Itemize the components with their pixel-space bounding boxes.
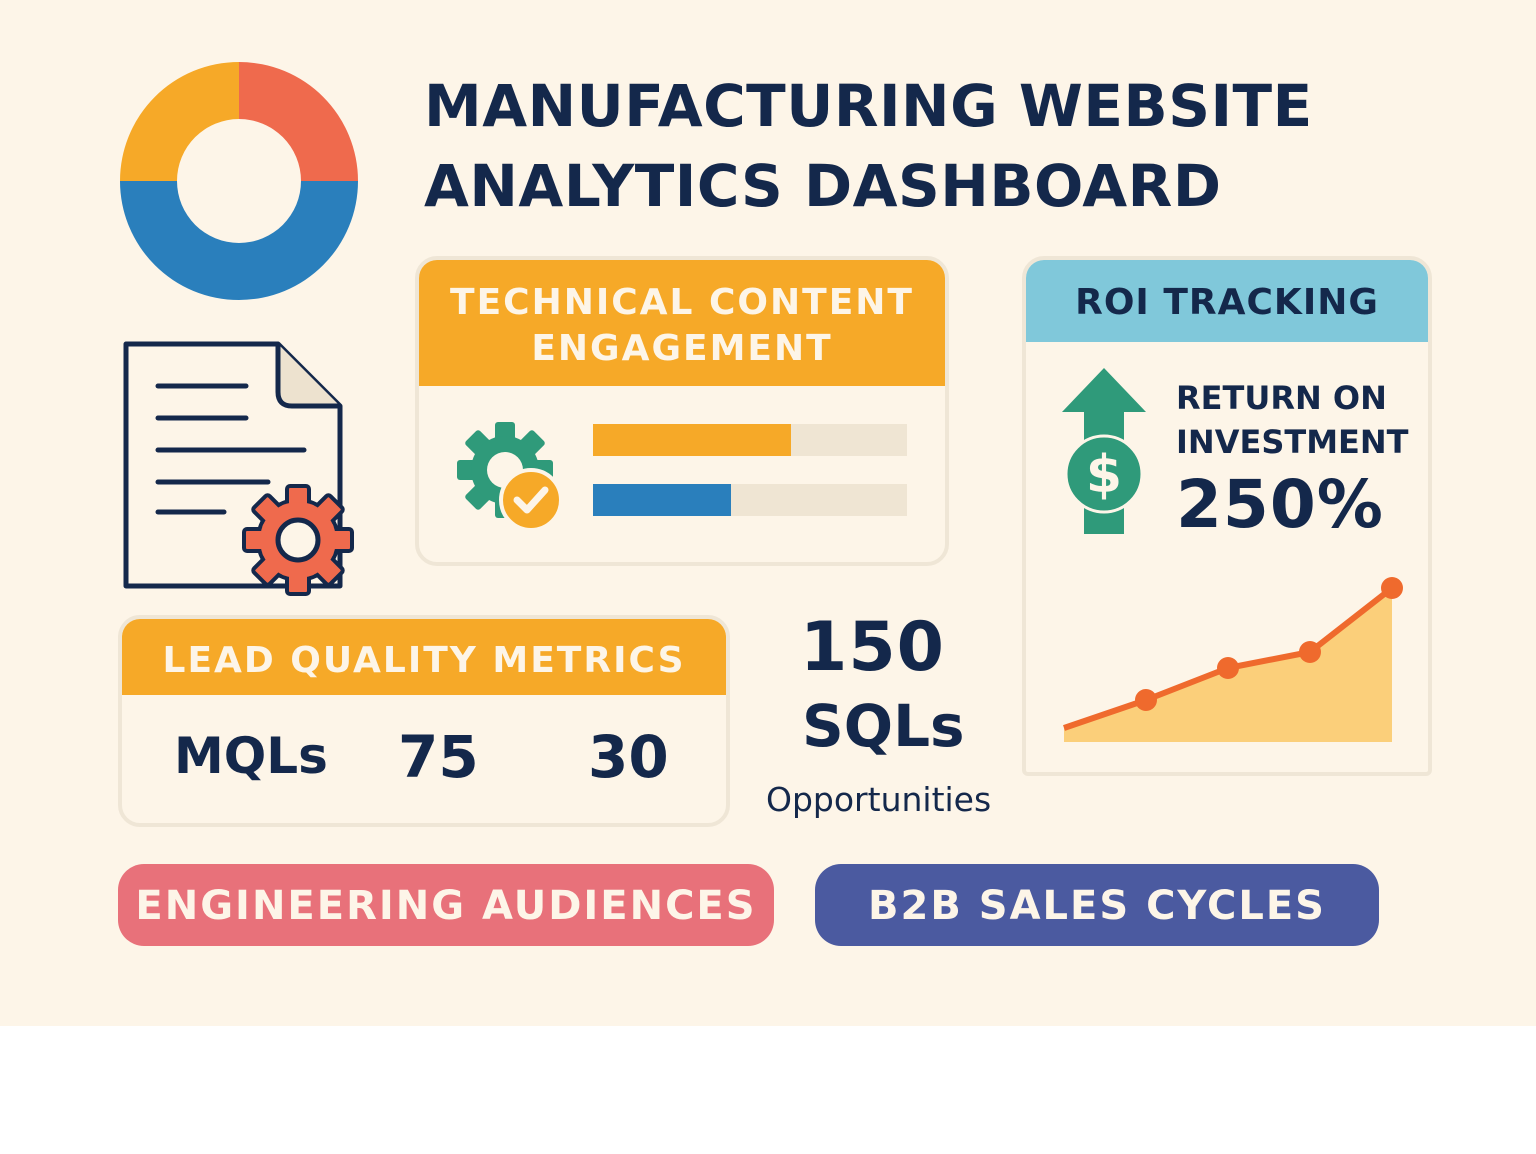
lead-quality-header: LEAD QUALITY METRICS bbox=[122, 619, 726, 695]
technical-content-header: TECHNICAL CONTENT ENGAGEMENT bbox=[419, 260, 945, 386]
donut-segment-2 bbox=[120, 181, 358, 300]
sqls-label: SQLs bbox=[802, 692, 965, 760]
gear-check-icon bbox=[457, 422, 563, 532]
donut-segment-1 bbox=[239, 62, 358, 181]
technical-content-card: TECHNICAL CONTENT ENGAGEMENT bbox=[415, 256, 949, 566]
roi-label-line1: RETURN ON bbox=[1176, 379, 1387, 417]
donut-segment-3 bbox=[120, 62, 239, 181]
dashboard-canvas: MANUFACTURING WEBSITE ANALYTICS DASHBOAR… bbox=[0, 0, 1536, 1026]
roi-label: RETURN ON INVESTMENT bbox=[1176, 376, 1426, 464]
roi-value: 250% bbox=[1176, 466, 1384, 543]
sqls-value: 150 bbox=[800, 608, 945, 687]
donut-chart-icon bbox=[120, 62, 358, 300]
roi-trend-point bbox=[1381, 577, 1403, 599]
roi-label-line2: INVESTMENT bbox=[1176, 423, 1409, 461]
engagement-bar-1 bbox=[593, 424, 907, 456]
roi-tracking-header: ROI TRACKING bbox=[1026, 260, 1428, 342]
engagement-bar-2 bbox=[593, 484, 907, 516]
mqls-label: MQLs bbox=[174, 727, 328, 785]
roi-trend-chart bbox=[1063, 577, 1403, 742]
page-title: MANUFACTURING WEBSITE ANALYTICS DASHBOAR… bbox=[424, 66, 1504, 226]
roi-tracking-card: ROI TRACKING $ RETURN ON INVESTMENT 250% bbox=[1022, 256, 1432, 776]
document-gear-icon bbox=[123, 341, 354, 596]
dollar-arrow-up-icon: $ bbox=[1062, 368, 1146, 534]
lead-value-a: 75 bbox=[398, 723, 479, 791]
b2b-sales-cycles-button[interactable]: B2B SALES CYCLES bbox=[815, 864, 1379, 946]
roi-trend-point bbox=[1135, 689, 1157, 711]
engagement-bar-1-fill bbox=[593, 424, 791, 456]
lead-value-b: 30 bbox=[588, 723, 669, 791]
page-title-line1: MANUFACTURING WEBSITE bbox=[424, 72, 1313, 140]
svg-text:$: $ bbox=[1086, 445, 1122, 505]
technical-content-header-line1: TECHNICAL CONTENT bbox=[450, 282, 914, 323]
opportunities-label: Opportunities bbox=[766, 780, 992, 819]
page-title-line2: ANALYTICS DASHBOARD bbox=[424, 152, 1222, 220]
engagement-bar-2-fill bbox=[593, 484, 732, 516]
roi-trend-point bbox=[1217, 657, 1239, 679]
lead-quality-card: LEAD QUALITY METRICS MQLs 75 30 bbox=[118, 615, 730, 827]
engineering-audiences-button[interactable]: ENGINEERING AUDIENCES bbox=[118, 864, 774, 946]
technical-content-header-line2: ENGAGEMENT bbox=[531, 328, 833, 369]
roi-trend-point bbox=[1299, 641, 1321, 663]
